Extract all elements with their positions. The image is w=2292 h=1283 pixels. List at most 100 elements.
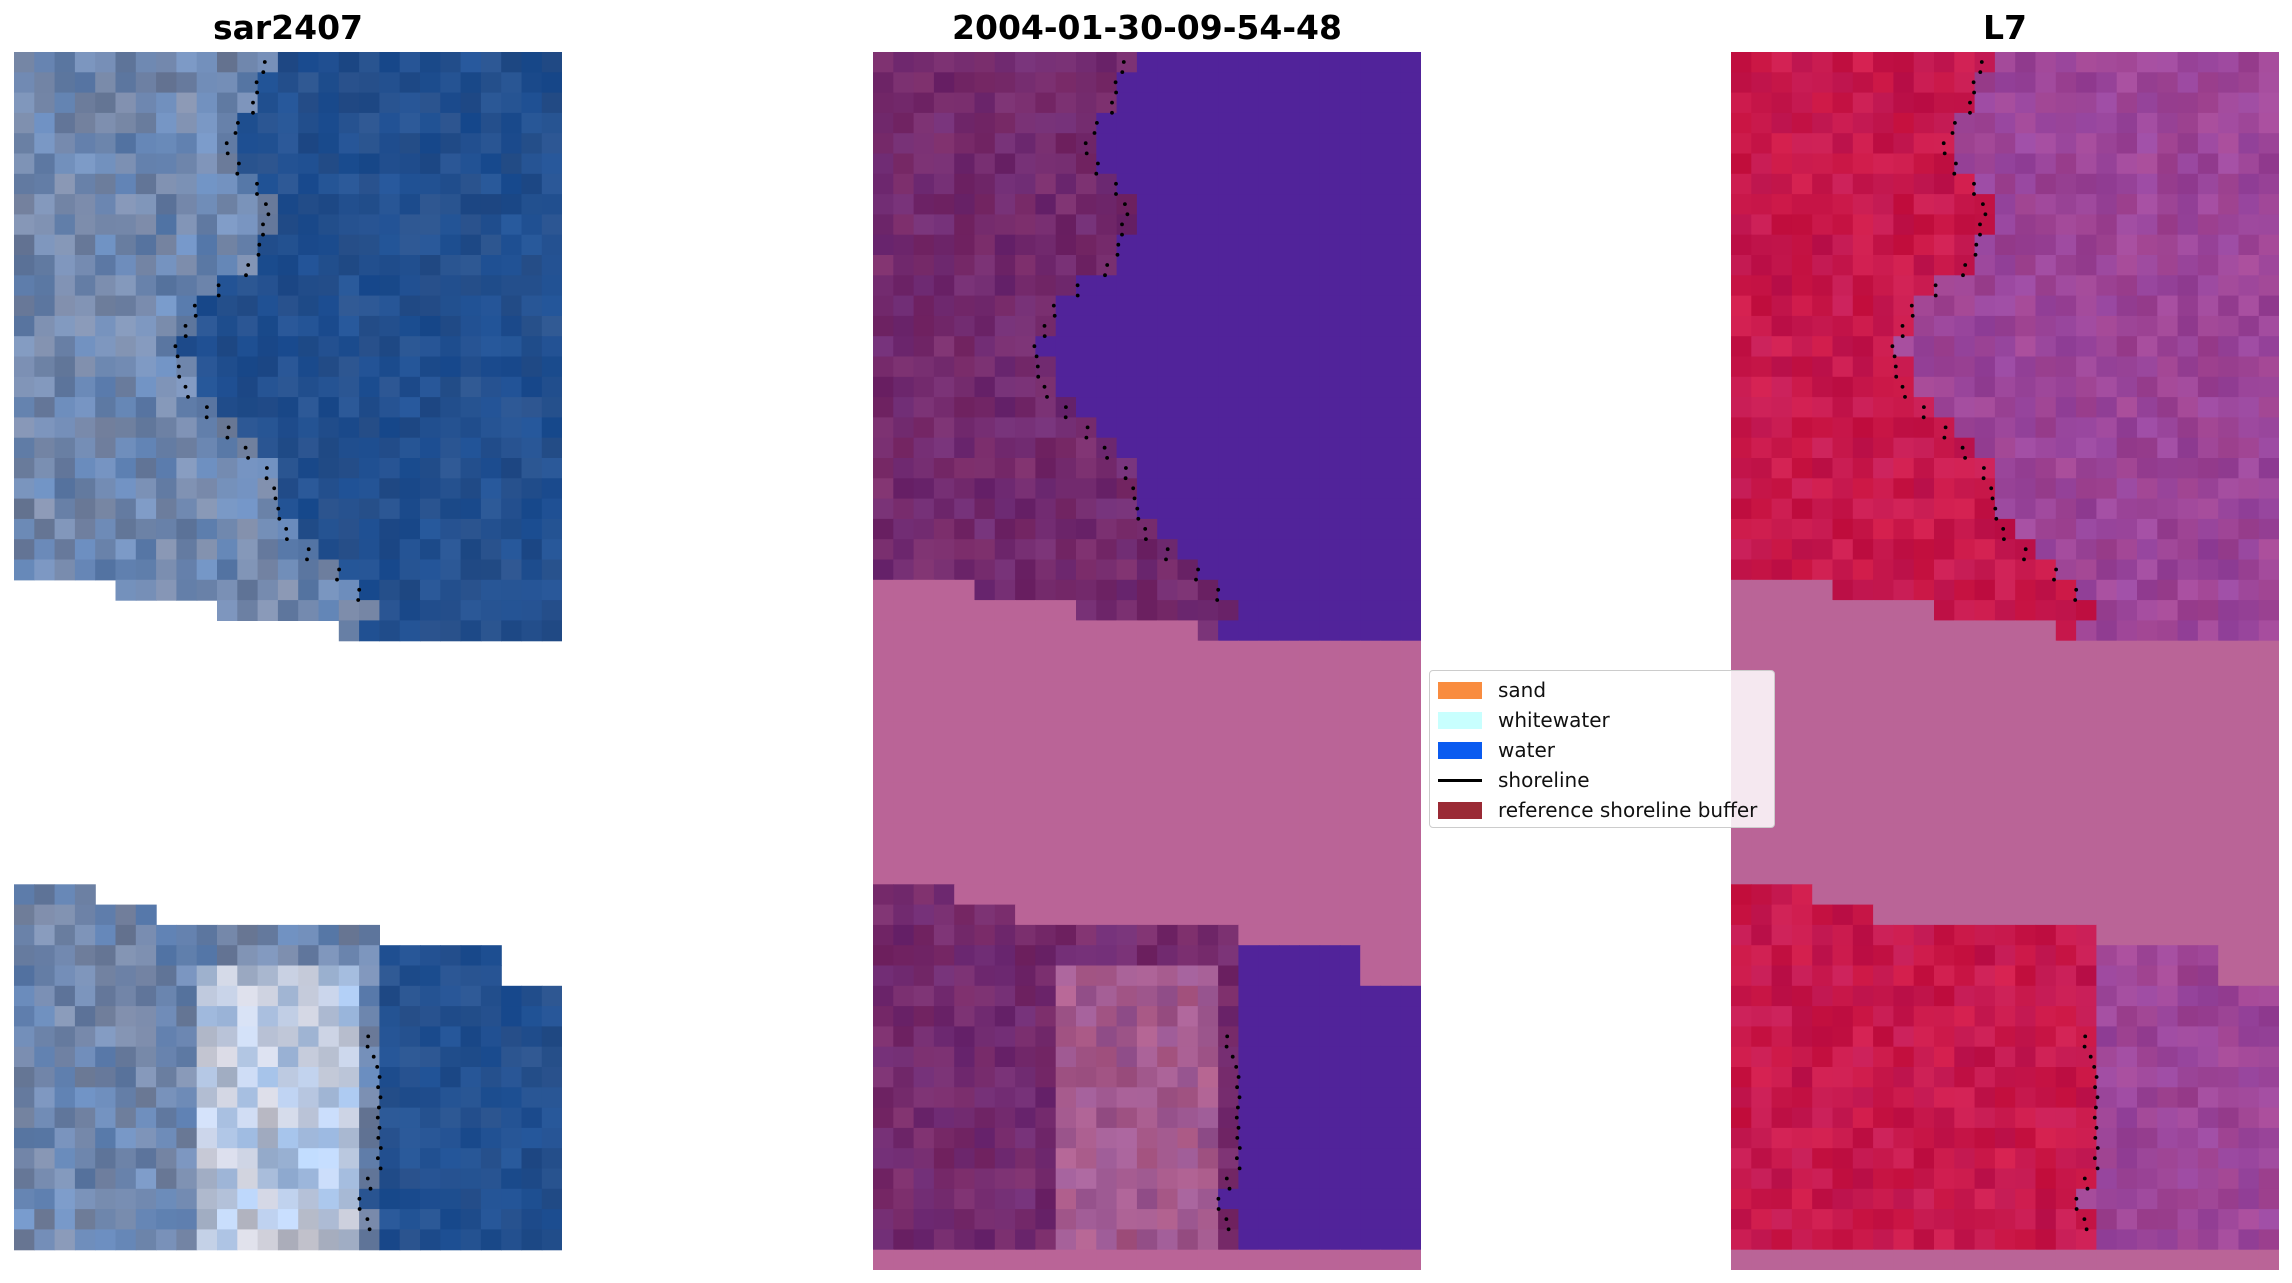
image-pixel	[1771, 275, 1793, 297]
image-pixel	[2096, 1006, 2118, 1027]
image-pixel	[1177, 1127, 1199, 1149]
image-pixel	[2258, 600, 2279, 621]
image-pixel	[2258, 1188, 2279, 1210]
image-pixel	[1751, 600, 1773, 621]
image-pixel	[480, 153, 502, 175]
image-pixel	[1360, 620, 1382, 642]
image-pixel	[14, 214, 35, 236]
image-pixel	[156, 376, 177, 398]
image-pixel	[2137, 194, 2158, 215]
image-pixel	[1035, 620, 1057, 642]
image-pixel	[460, 214, 482, 236]
image-pixel	[2096, 1168, 2118, 1190]
image-pixel	[1339, 559, 1361, 581]
image-pixel	[1832, 1249, 1854, 1270]
image-pixel	[1913, 1087, 1935, 1109]
image-pixel	[1035, 1188, 1057, 1210]
image-pixel	[14, 498, 35, 520]
image-pixel	[521, 173, 543, 195]
image-pixel	[1055, 985, 1077, 1007]
image-pixel	[1360, 153, 1382, 175]
image-pixel	[2238, 539, 2260, 561]
image-pixel	[1035, 417, 1057, 439]
image-pixel	[2015, 234, 2037, 256]
image-pixel	[298, 1046, 320, 1068]
shoreline-point	[1165, 547, 1170, 552]
shoreline-point	[177, 374, 182, 379]
image-pixel	[1116, 924, 1138, 946]
image-pixel	[1116, 579, 1138, 601]
shoreline-point	[2088, 1054, 2093, 1059]
image-pixel	[1731, 1006, 1752, 1027]
image-pixel	[1994, 1188, 2016, 1210]
image-pixel	[1339, 478, 1361, 500]
image-pixel	[318, 478, 340, 500]
image-pixel	[1157, 214, 1179, 236]
image-pixel	[420, 1209, 441, 1230]
image-pixel	[1015, 1087, 1036, 1109]
image-pixel	[1893, 1209, 1915, 1230]
image-pixel	[2116, 255, 2138, 276]
image-pixel	[480, 356, 502, 378]
image-pixel	[34, 884, 56, 906]
image-pixel	[994, 1249, 1016, 1270]
image-pixel	[2015, 376, 2037, 398]
image-pixel	[135, 1026, 157, 1048]
image-pixel	[379, 173, 401, 195]
image-pixel	[893, 823, 915, 845]
image-pixel	[2258, 133, 2279, 155]
image-pixel	[379, 1188, 401, 1210]
image-pixel	[1954, 356, 1976, 378]
image-pixel	[1055, 295, 1077, 317]
image-pixel	[1954, 1046, 1976, 1068]
image-pixel	[1136, 924, 1158, 946]
image-pixel	[14, 194, 35, 215]
shoreline-point	[276, 506, 281, 511]
image-pixel	[1771, 620, 1793, 642]
image-pixel	[2258, 904, 2279, 926]
image-pixel	[2035, 1249, 2057, 1270]
image-pixel	[2157, 539, 2179, 561]
image-pixel	[399, 559, 421, 581]
image-pixel	[1015, 437, 1036, 459]
image-pixel	[1096, 782, 1118, 804]
image-pixel	[1197, 1067, 1219, 1088]
image-pixel	[399, 356, 421, 378]
image-pixel	[974, 458, 996, 479]
image-pixel	[1279, 173, 1300, 195]
image-pixel	[1913, 275, 1935, 297]
image-pixel	[14, 1188, 35, 1210]
image-pixel	[196, 315, 218, 337]
image-pixel	[1279, 823, 1300, 845]
image-pixel	[2076, 681, 2097, 703]
image-pixel	[913, 1006, 935, 1027]
image-pixel	[1177, 234, 1199, 256]
image-pixel	[2076, 823, 2097, 845]
image-pixel	[2116, 275, 2138, 297]
image-pixel	[994, 112, 1016, 134]
image-pixel	[480, 133, 502, 155]
image-pixel	[1380, 904, 1402, 926]
image-pixel	[1096, 92, 1118, 114]
image-pixel	[2238, 661, 2260, 682]
image-pixel	[1974, 498, 1996, 520]
image-pixel	[541, 539, 562, 561]
image-pixel	[1812, 518, 1834, 540]
image-pixel	[2116, 924, 2138, 946]
image-pixel	[277, 579, 299, 601]
image-pixel	[1116, 1026, 1138, 1048]
image-pixel	[1096, 234, 1118, 256]
image-pixel	[34, 173, 56, 195]
image-pixel	[873, 376, 894, 398]
image-pixel	[1055, 640, 1077, 662]
image-pixel	[521, 133, 543, 155]
image-pixel	[1934, 640, 1955, 662]
shoreline-point	[1036, 374, 1041, 379]
image-pixel	[954, 376, 976, 398]
shoreline-point	[1235, 1156, 1239, 1161]
image-pixel	[1299, 133, 1321, 155]
image-pixel	[1852, 843, 1874, 865]
image-pixel	[298, 1026, 320, 1048]
image-pixel	[1852, 112, 1874, 134]
image-pixel	[1116, 1148, 1138, 1170]
